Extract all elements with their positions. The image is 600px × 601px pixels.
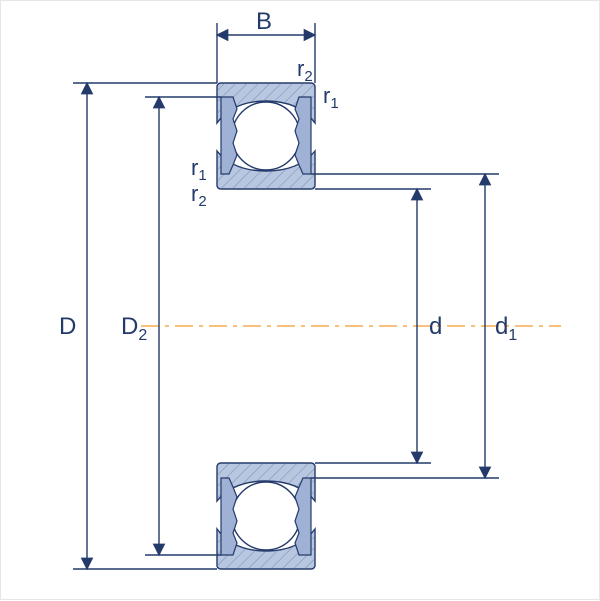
seal-bottom-right bbox=[295, 478, 311, 555]
label-d: d bbox=[429, 313, 442, 340]
label-r1-right: r1 bbox=[323, 83, 339, 112]
ball-top bbox=[232, 102, 300, 170]
dim-D2: D2 bbox=[121, 97, 221, 555]
seal-bottom-left bbox=[221, 478, 237, 555]
diagram-svg: B D D2 d d1 r2 r1 r1 r2 bbox=[1, 1, 600, 601]
label-D2: D2 bbox=[121, 313, 147, 344]
svg-text:r2: r2 bbox=[297, 56, 313, 85]
label-B: B bbox=[256, 8, 272, 35]
svg-text:r2: r2 bbox=[191, 181, 207, 210]
svg-text:r1: r1 bbox=[323, 83, 339, 112]
label-r2-left: r2 bbox=[191, 181, 207, 210]
label-d1: d1 bbox=[495, 313, 517, 344]
label-D: D bbox=[59, 313, 76, 340]
ball-bottom bbox=[232, 482, 300, 550]
label-r2-top: r2 bbox=[297, 56, 313, 85]
bearing-diagram: B D D2 d d1 r2 r1 r1 r2 bbox=[0, 0, 600, 600]
seal-top-right bbox=[295, 97, 311, 174]
svg-text:r1: r1 bbox=[191, 155, 207, 184]
label-r1-left: r1 bbox=[191, 155, 207, 184]
seal-top-left bbox=[221, 97, 237, 174]
